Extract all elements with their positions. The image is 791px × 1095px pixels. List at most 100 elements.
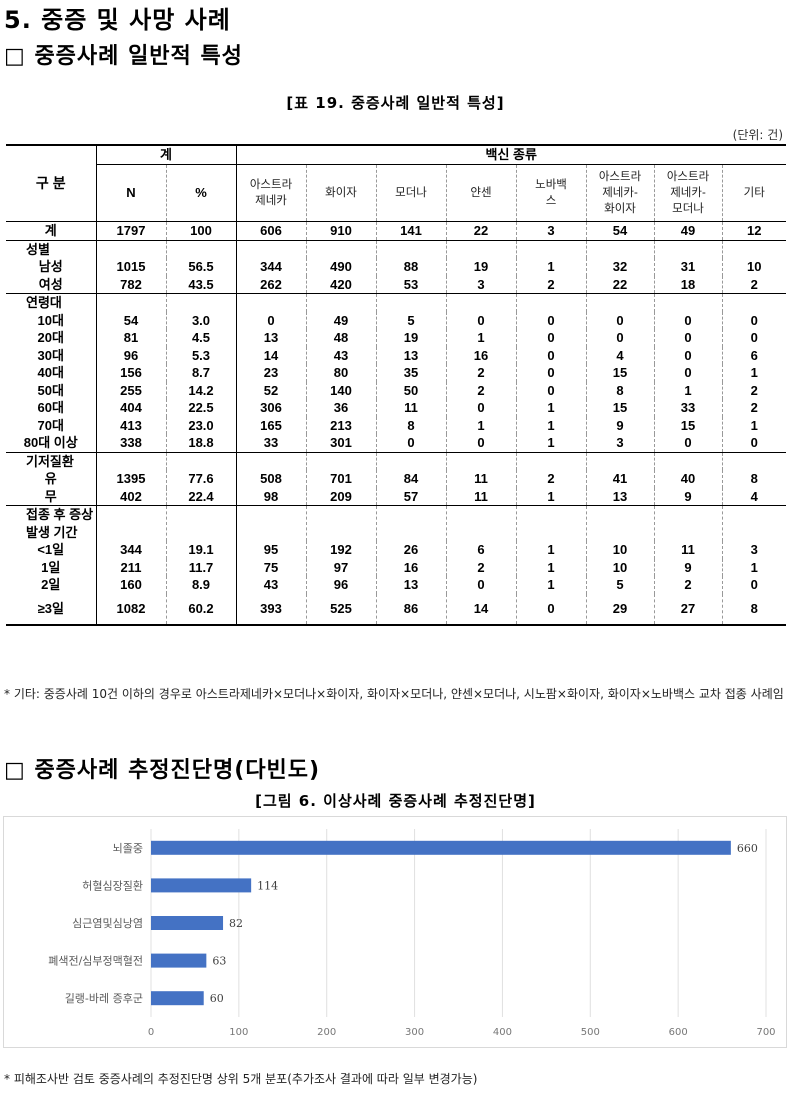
table-cell: 344 [95, 541, 166, 559]
row-label: 10대 [37, 312, 64, 328]
table-cell: 41 [585, 470, 654, 488]
table-cell: 88 [375, 258, 446, 276]
table-cell: 160 [95, 576, 166, 594]
table-cell: 1395 [95, 470, 166, 488]
table-row: 70대 413 23.0 165 213 8 1 1 9 15 1 [6, 416, 786, 434]
table-cell: 3 [445, 275, 516, 294]
table-cell: 23 [235, 364, 306, 382]
table-cell: 15 [585, 399, 654, 417]
table-cell: 43 [305, 346, 376, 364]
table-cell: 0 [653, 346, 722, 364]
table-cell: 1797 [95, 221, 166, 241]
table-cell: 0 [515, 364, 586, 382]
table-cell: 50 [375, 381, 446, 399]
table-caption: [표 19. 중증사례 일반적 특성] [286, 94, 505, 112]
table-cell [653, 452, 722, 470]
table-cell: 5 [585, 576, 654, 594]
x-tick-label: 600 [669, 1027, 688, 1038]
table-cell [165, 505, 236, 541]
header-vaccine-type: 백신 종류 [235, 144, 786, 165]
table-cell: 4 [721, 487, 786, 506]
table-row: 무 402 22.4 98 209 57 11 1 13 9 4 [6, 487, 786, 506]
table-cell: 43 [235, 576, 306, 594]
table-cell: 8 [721, 593, 786, 626]
table-cell: 15 [653, 416, 722, 434]
table-cell: 8 [585, 381, 654, 399]
table-row: <1일 344 19.1 95 192 26 6 1 10 11 3 [6, 541, 786, 559]
table-cell: 0 [515, 346, 586, 364]
table-cell: 77.6 [165, 470, 236, 488]
table-cell [721, 505, 786, 541]
table-cell: 52 [235, 381, 306, 399]
table-cell: 140 [305, 381, 376, 399]
table-cell: 10 [585, 558, 654, 576]
table-cell: 26 [375, 541, 446, 559]
table-cell: 8.9 [165, 576, 236, 594]
table-cell: 0 [235, 311, 306, 329]
table-cell: 14 [235, 346, 306, 364]
table-cell: 301 [305, 434, 376, 453]
table-cell [95, 452, 166, 470]
figure-caption: [그림 6. 이상사례 중증사례 추정진단명] [255, 792, 536, 810]
table-cell: 97 [305, 558, 376, 576]
table-cell: 22.5 [165, 399, 236, 417]
table-cell: 306 [235, 399, 306, 417]
table-cell [585, 293, 654, 312]
table-cell: 84 [375, 470, 446, 488]
table-row: 접종 후 증상발생 기간 [6, 505, 786, 541]
table-cell: 2 [445, 558, 516, 576]
table-cell: 0 [445, 434, 516, 453]
table-cell [165, 452, 236, 470]
table-cell: 22.4 [165, 487, 236, 506]
table-cell: 0 [515, 329, 586, 347]
table-cell: 13 [375, 576, 446, 594]
x-tick-label: 0 [148, 1027, 154, 1038]
data-label: 63 [212, 955, 226, 968]
table-cell: 48 [305, 329, 376, 347]
table-cell: 15 [585, 364, 654, 382]
diagnosis-bar-chart: 0 100 200 300 400 500 600 700 뇌졸중 660 허혈심장질환 114 심근염… [3, 816, 787, 1048]
table-cell: 156 [95, 364, 166, 382]
table-cell: 60.2 [165, 593, 236, 626]
table-cell: 0 [653, 434, 722, 453]
table-cell: 0 [585, 329, 654, 347]
table-cell [653, 505, 722, 541]
table-cell: 2 [445, 381, 516, 399]
unit-label: (단위: 건) [732, 128, 783, 142]
table-cell: 1015 [95, 258, 166, 276]
table-cell: 13 [235, 329, 306, 347]
table-cell [165, 293, 236, 312]
bar [151, 878, 252, 893]
table-cell: 13 [375, 346, 446, 364]
table-cell: 29 [585, 593, 654, 626]
table-cell: 18.8 [165, 434, 236, 453]
table-cell: 14 [445, 593, 516, 626]
row-label: 60대 [37, 400, 64, 415]
table-cell: 1 [515, 558, 586, 576]
row-label: <1일 [37, 542, 65, 557]
figure-footnote: * 피해조사반 검토 중증사례의 추정진단명 상위 5개 분포(추가조사 결과에… [4, 1072, 478, 1086]
table-cell [653, 293, 722, 312]
table-cell: 5.3 [165, 346, 236, 364]
table-row: 2일 160 8.9 43 96 13 0 1 5 2 0 [6, 576, 786, 594]
table-cell: 508 [235, 470, 306, 488]
table-cell: 19 [375, 329, 446, 347]
row-label: 계 [6, 221, 96, 241]
table-cell: 525 [305, 593, 376, 626]
table-cell: 0 [445, 576, 516, 594]
table-cell [721, 240, 786, 258]
table-row: 60대 404 22.5 306 36 11 0 1 15 33 2 [6, 399, 786, 417]
table-cell: 80 [305, 364, 376, 382]
header-gubun: 구 분 [6, 144, 96, 222]
table-cell: 1 [721, 416, 786, 434]
row-label: 1일 [41, 559, 61, 575]
table-cell: 1 [445, 416, 516, 434]
row-label: 유 [44, 471, 57, 486]
table-cell: 86 [375, 593, 446, 626]
x-tick-label: 500 [581, 1027, 600, 1038]
header-vaccine-col: 아스트라 제네카 [235, 164, 306, 222]
table-cell: 0 [445, 399, 516, 417]
table-cell: 0 [515, 593, 586, 626]
table-cell: 2 [515, 275, 586, 294]
table-cell: 8 [375, 416, 446, 434]
